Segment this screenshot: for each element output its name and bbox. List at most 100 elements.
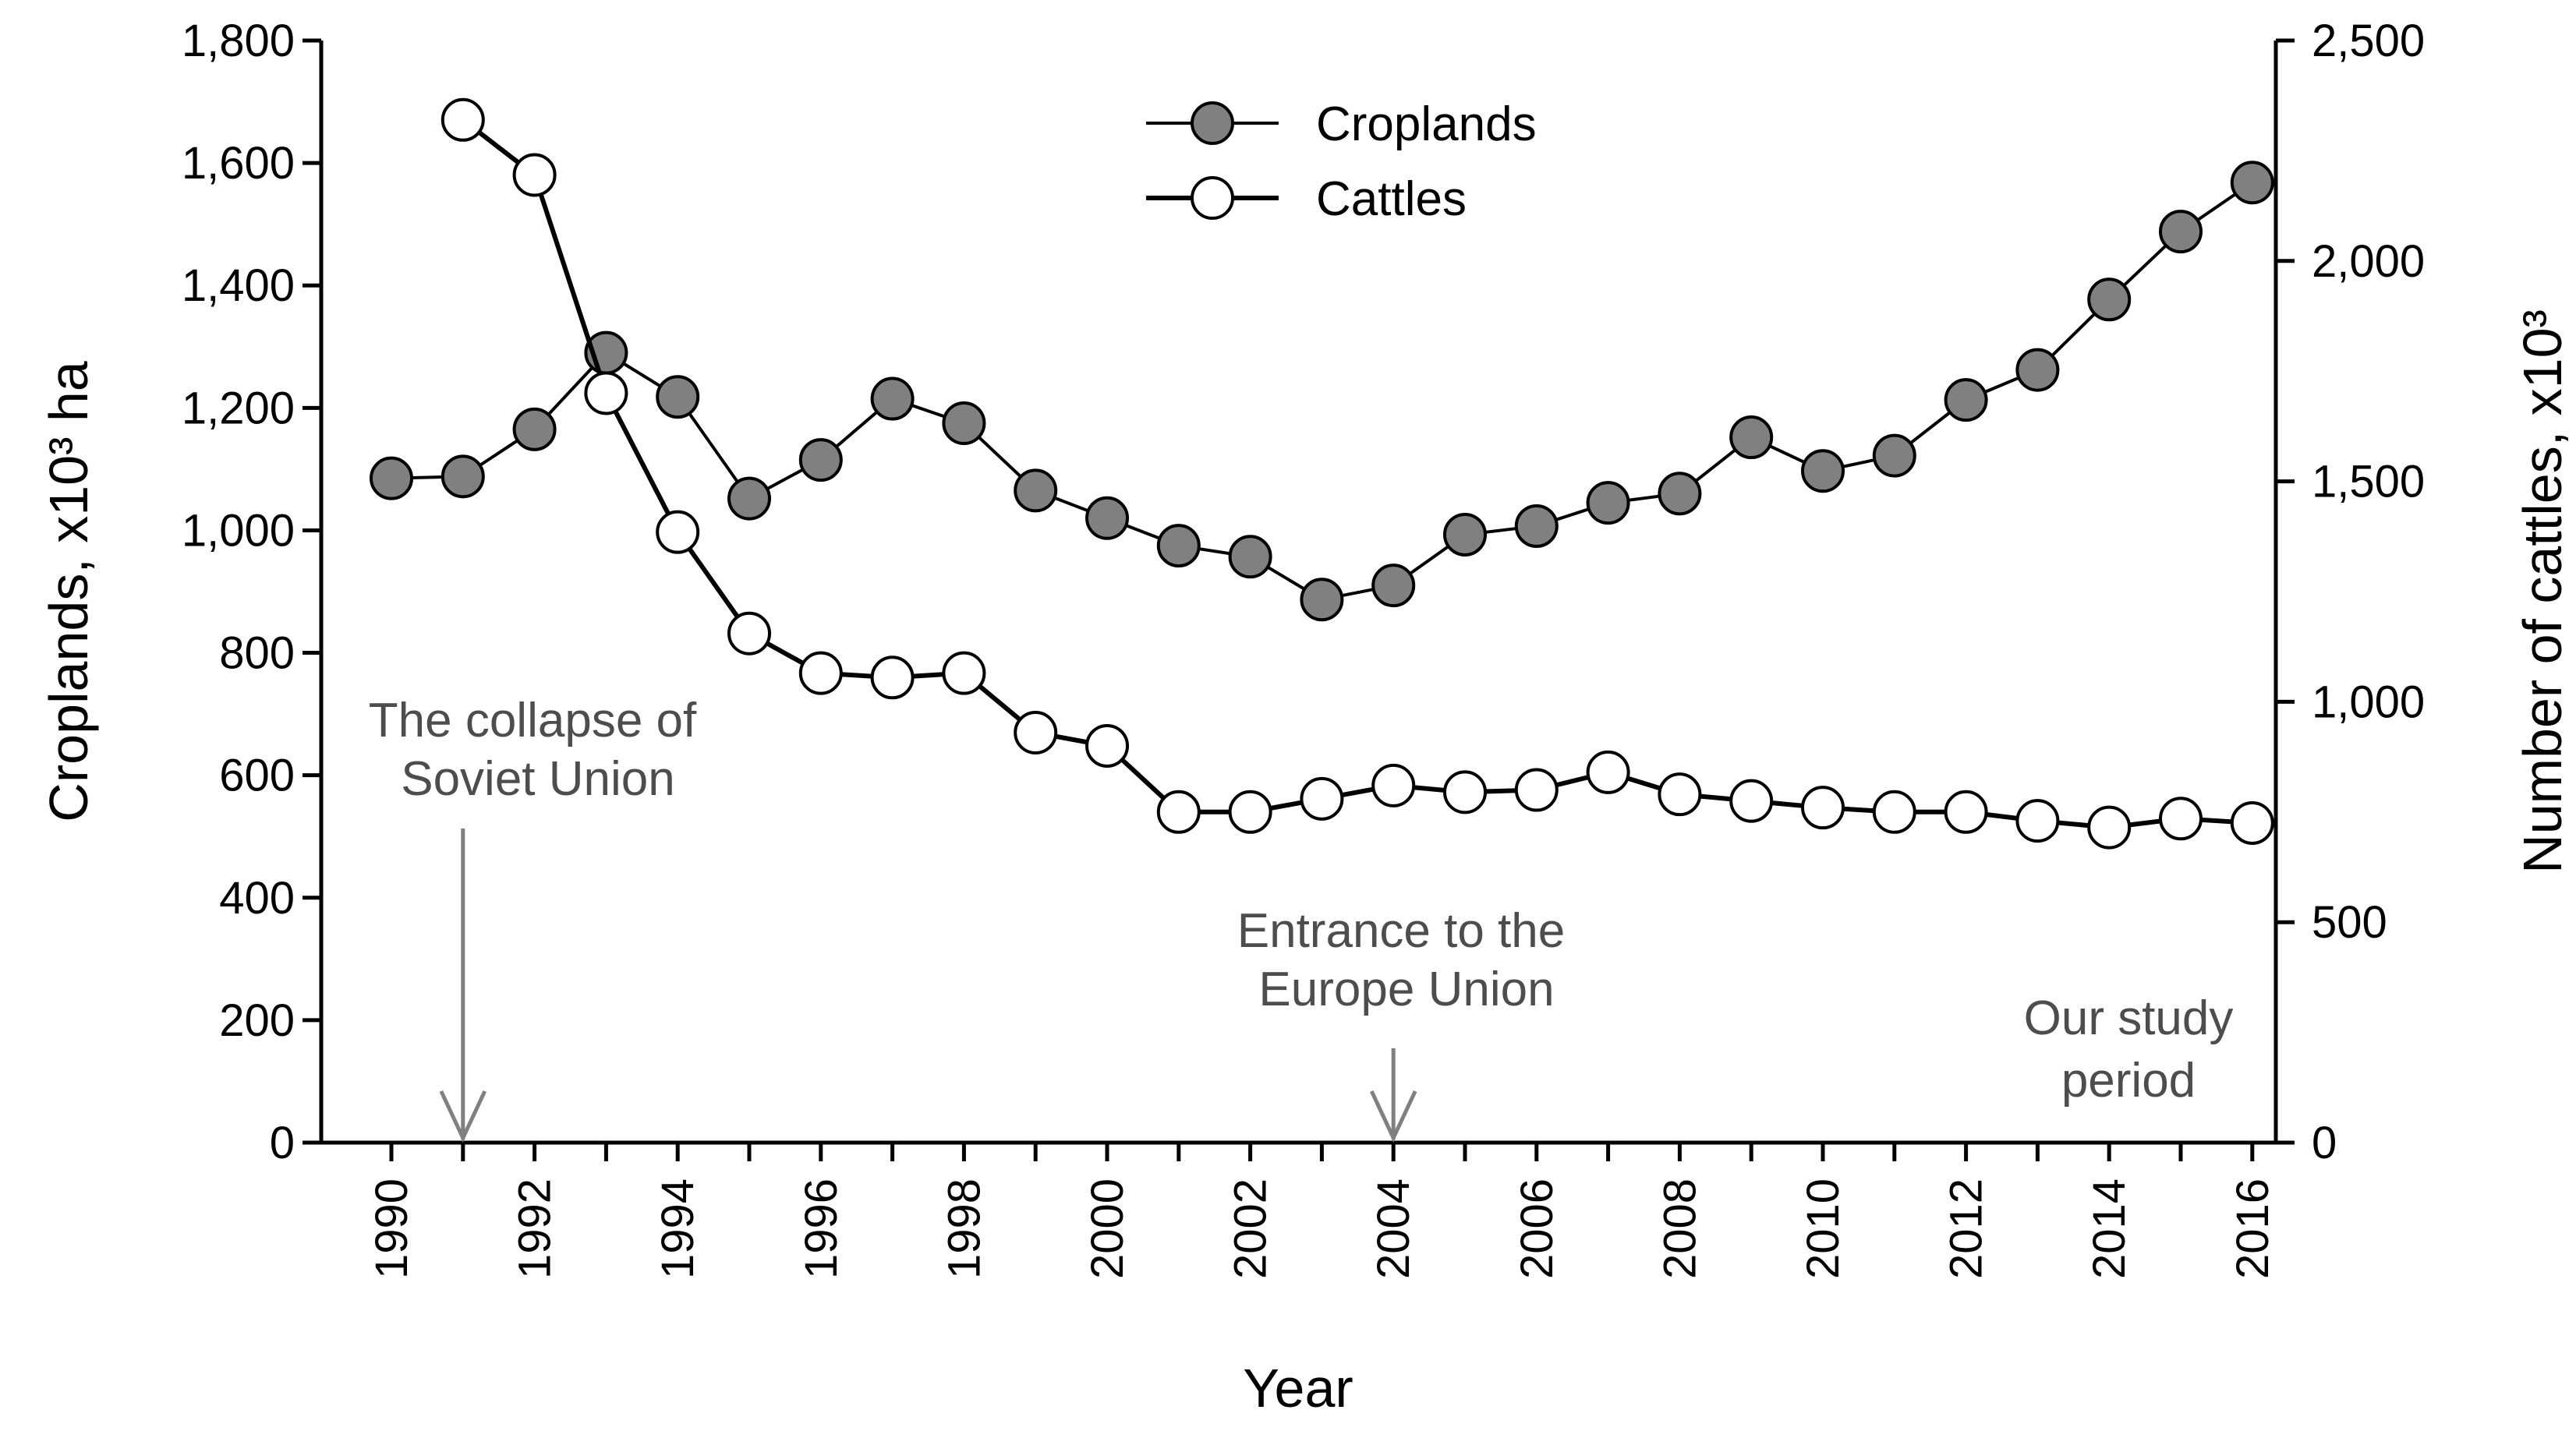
x-tick-label: 1996 [796,1178,847,1279]
x-tick-label: 1990 [366,1178,417,1279]
legend-label-cattles: Cattles [1316,172,1467,226]
annotation-study-period: Our study period [2024,991,2234,1108]
annotation-soviet-collapse-line1: The collapse of [369,694,697,747]
x-tick-label: 1994 [653,1178,703,1279]
data-point-croplands [2087,277,2132,322]
right-y-tick-label: 2,500 [2312,16,2425,66]
data-point-cattles [1014,710,1058,754]
legend-marker-cattles [1191,176,1234,220]
left-y-tick-label: 1,600 [182,138,295,189]
data-point-cattles [1586,750,1630,794]
data-point-cattles [1371,763,1416,807]
data-point-croplands [2159,210,2203,254]
left-y-ticks: 0 200 400 600 800 1,000 1,200 1,400 1,600 1,800 [182,16,321,1168]
data-point-cattles [2087,805,2132,850]
x-tick-label: 2016 [2227,1178,2278,1279]
x-tick-label: 2008 [1654,1178,1705,1279]
data-point-cattles [1300,776,1344,821]
data-point-cattles [1944,790,1988,834]
data-point-croplands [370,456,413,500]
data-point-croplands [870,376,915,421]
right-y-tick-label: 0 [2312,1118,2337,1168]
left-y-tick-label: 1,000 [182,505,295,556]
data-point-cattles [656,510,700,554]
legend-item-cattles: Cattles [1146,172,1467,226]
data-point-croplands [727,476,771,521]
right-y-tick-label: 1,000 [2312,677,2425,727]
data-point-cattles [1872,790,1916,834]
right-y-ticks: 0 500 1,000 1,500 2,000 2,500 [2276,16,2425,1168]
data-point-cattles [2015,799,2060,843]
series-cattles [441,97,2274,850]
x-axis-title: Year [1243,1358,1353,1419]
data-point-croplands [1300,578,1344,622]
arrow-head [1369,1090,1417,1143]
right-y-axis-title: Number of cattles, x10³ [2512,309,2573,874]
data-point-croplands [798,438,843,482]
left-y-tick-label: 600 [219,751,295,801]
x-tick-label: 2002 [1226,1178,1276,1279]
left-y-tick-label: 0 [270,1118,295,1168]
data-point-croplands [2230,161,2274,205]
data-point-croplands [942,401,986,445]
data-point-croplands [1085,496,1129,540]
data-point-cattles [1156,790,1201,834]
data-point-croplands [441,454,485,499]
data-point-cattles [1658,772,1702,817]
data-point-croplands [1586,481,1630,525]
data-point-cattles [1729,779,1774,823]
data-point-croplands [1729,415,1774,460]
left-y-axis-title: Croplands, x10³ ha [38,361,99,822]
annotation-study-period-line1: Our study [2024,991,2234,1045]
data-point-croplands [1371,564,1416,608]
data-point-cattles [1228,790,1272,834]
series-croplands [370,161,2274,622]
arrow-down-icon [439,829,487,1143]
left-y-tick-label: 400 [219,873,295,924]
data-point-croplands [2015,348,2060,392]
annotation-study-period-line2: period [2061,1054,2196,1108]
data-point-cattles [798,651,843,695]
arrow-head [439,1090,487,1143]
x-tick-label: 2010 [1798,1178,1849,1279]
data-point-cattles [727,611,771,655]
left-y-tick-label: 1,400 [182,260,295,311]
data-point-cattles [512,153,557,197]
annotation-soviet-collapse: The collapse of Soviet Union [369,694,697,1143]
legend-marker-croplands [1191,101,1234,145]
data-point-croplands [1514,504,1559,548]
data-point-croplands [512,407,557,451]
x-tick-label: 2004 [1368,1178,1419,1279]
data-point-croplands [656,375,700,419]
x-tick-label: 1998 [939,1178,989,1279]
right-y-tick-label: 1,500 [2312,457,2425,507]
data-point-cattles [1514,768,1559,812]
data-point-croplands [1156,524,1201,568]
data-point-croplands [1443,512,1487,556]
data-point-cattles [1801,786,1845,830]
right-y-tick-label: 500 [2312,897,2387,948]
x-tick-label: 2006 [1512,1178,1562,1279]
data-point-cattles [942,651,986,695]
arrow-down-icon [1369,1048,1417,1143]
x-tick-label: 1992 [510,1178,561,1279]
data-point-croplands [1658,472,1702,516]
legend: Croplands Cattles [1146,97,1537,226]
data-point-cattles [441,97,485,142]
x-ticks: 1990 1992 1994 1996 1998 2000 2002 2004 2006 2008… [366,1143,2278,1279]
data-point-croplands [1228,535,1272,579]
x-tick-label: 2000 [1082,1178,1133,1279]
left-y-tick-label: 1,800 [182,16,295,66]
data-point-croplands [1014,468,1058,513]
data-point-cattles [584,371,628,415]
data-point-cattles [1085,723,1129,768]
annotation-soviet-collapse-line2: Soviet Union [401,752,675,806]
legend-label-croplands: Croplands [1316,97,1537,151]
right-y-tick-label: 2,000 [2312,236,2425,287]
data-point-croplands [1872,433,1916,478]
left-y-tick-label: 1,200 [182,383,295,433]
data-point-croplands [1801,449,1845,493]
x-tick-label: 2012 [1941,1178,1992,1279]
data-point-croplands [1944,378,1988,422]
